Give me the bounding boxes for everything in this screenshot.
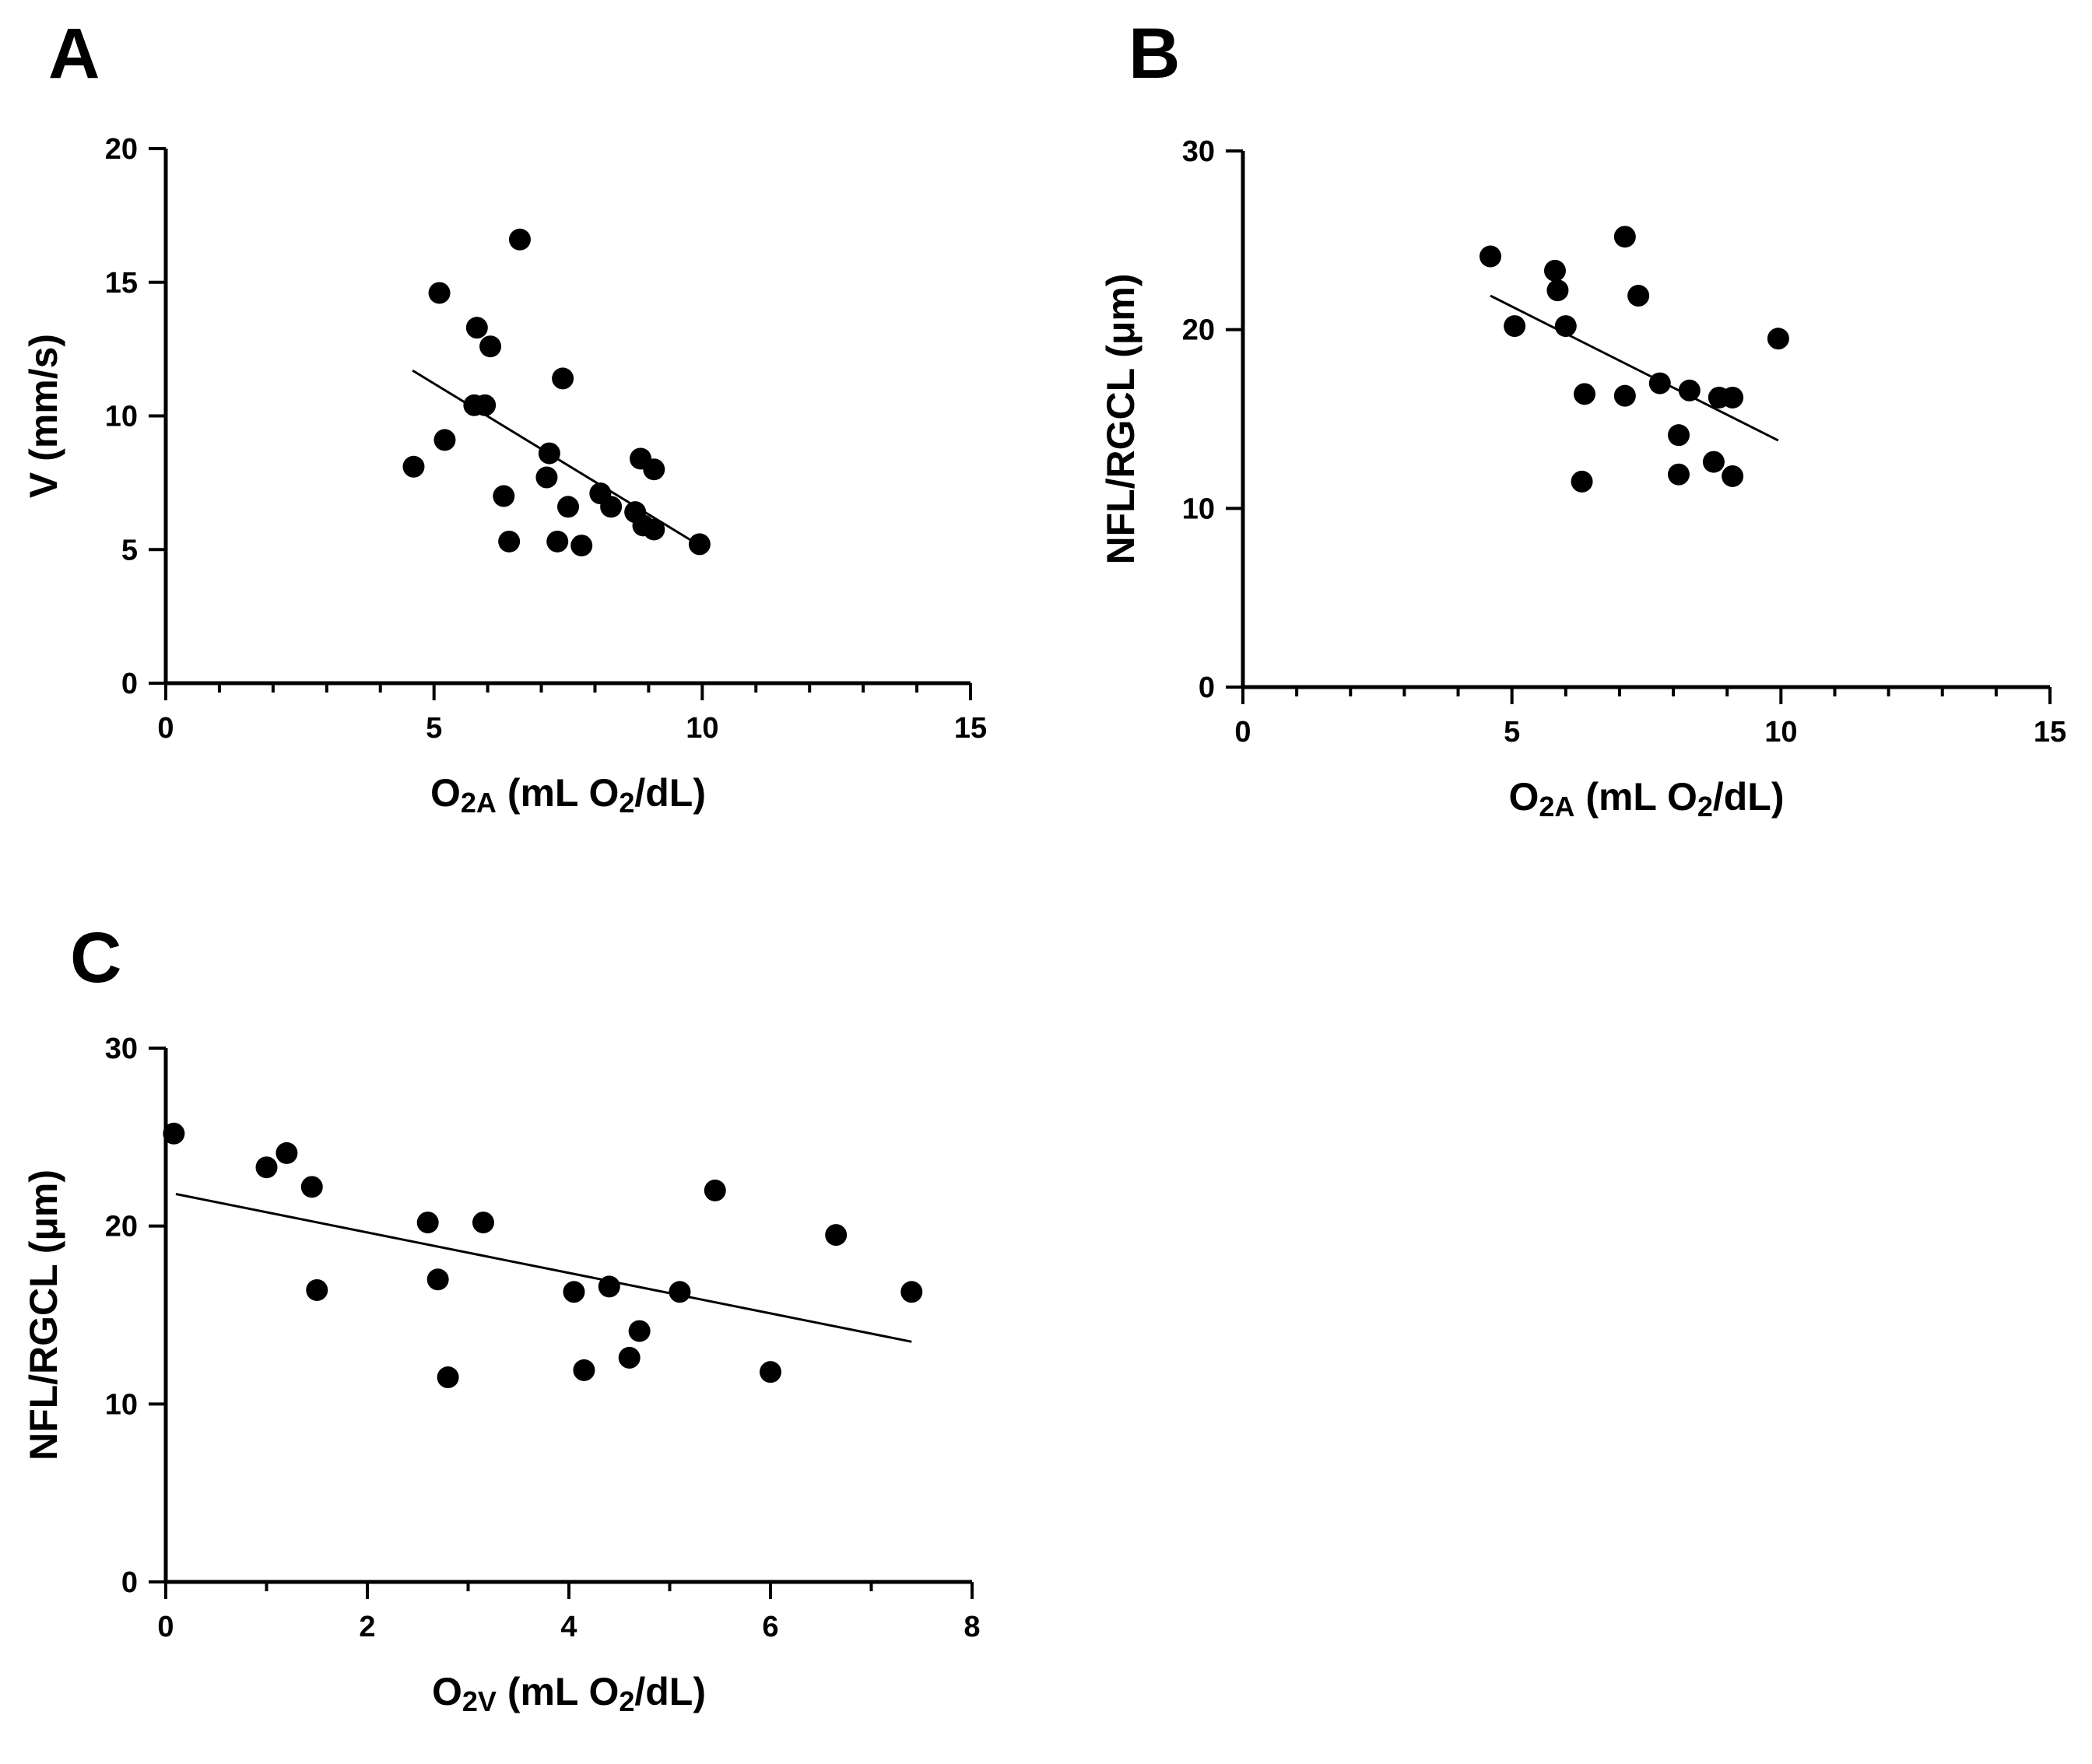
panel-a-y-tick-label: 10	[105, 401, 138, 433]
panel-b-data-point	[1613, 226, 1636, 248]
panel-a-data-point	[402, 455, 425, 478]
panel-b-y-tick-label: 30	[1182, 135, 1215, 168]
panel-a-data-point	[508, 228, 531, 251]
panel-b-regression-line	[1490, 294, 1779, 442]
panel-a-x-tick-label: 15	[954, 712, 987, 745]
panel-b-x-tick-label: 15	[2034, 716, 2066, 749]
panel-b-data-point	[1573, 383, 1595, 405]
panel-c-data-point	[255, 1156, 278, 1179]
panel-a-data-point	[643, 518, 665, 541]
panel-b-data-point	[1554, 315, 1577, 338]
panel-a-data-point	[538, 442, 560, 465]
panel-c-data-point	[300, 1176, 323, 1198]
panel-b-letter: B	[1128, 14, 1180, 93]
panel-c-data-point	[628, 1320, 651, 1342]
panel-b-data-point	[1678, 379, 1701, 402]
panel-b-x-tick-label: 5	[1504, 716, 1520, 749]
panel-b-data-point	[1722, 465, 1744, 487]
panel-c-data-point	[900, 1281, 923, 1303]
panel-c-data-point	[472, 1212, 494, 1234]
panel-b: B 0 10 20 30 0 5 10 15 O2A (mL O2/dL) NFL/RGCL (μm…	[1099, 14, 2066, 822]
panel-a-x-tick-label: 5	[426, 712, 442, 745]
panel-b-x-tick-label: 10	[1764, 716, 1797, 749]
panel-b-x-tick-label: 0	[1234, 716, 1251, 749]
panel-c-letter: C	[70, 918, 121, 998]
panel-c-data-point	[825, 1224, 848, 1247]
panel-a-data-point	[552, 367, 574, 390]
panel-a-data-point	[428, 282, 451, 304]
panel-b-data-point	[1667, 463, 1690, 486]
panel-b-data-point	[1543, 259, 1566, 282]
panel-c-data-point	[573, 1359, 595, 1381]
panel-b-data-point	[1479, 245, 1502, 268]
panel-c-y-tick-label: 10	[105, 1388, 138, 1421]
panel-b-data-point	[1627, 285, 1650, 307]
panel-a-data-point	[474, 394, 497, 416]
panel-a-data-point	[535, 466, 558, 489]
panel-c-data-point	[426, 1268, 449, 1291]
panel-c-x-tick-label: 6	[762, 1611, 778, 1643]
panel-c-y-tick-label: 20	[105, 1211, 138, 1243]
panel-a-data-point	[688, 533, 711, 556]
panel-a-data-point	[465, 317, 488, 339]
panel-a-data-point	[600, 496, 623, 518]
panel-c-data-point	[598, 1275, 620, 1298]
panel-a-letter: A	[48, 14, 100, 93]
panel-a-data-point	[498, 530, 521, 552]
panel-a-x-axis-title: O2A (mL O2/dL)	[430, 771, 706, 819]
panel-c-x-tick-label: 0	[157, 1611, 174, 1643]
panel-c: C 0 10 20 30 0 2 4 6 8 O2V (mL O2/dL) NFL/RGCL (μm)	[22, 918, 981, 1717]
panel-c-x-tick-label: 8	[964, 1611, 980, 1643]
panel-a-data-point	[643, 458, 665, 481]
panel-c-data-point	[618, 1346, 641, 1369]
panel-b-y-axis-title: NFL/RGCL (μm)	[1099, 273, 1143, 564]
panel-b-y-tick-label: 20	[1182, 314, 1215, 347]
panel-c-data-point	[704, 1179, 726, 1201]
panel-c-x-axis-title: O2V (mL O2/dL)	[432, 1670, 706, 1717]
panel-c-x-tick-label: 4	[560, 1611, 577, 1643]
panel-b-y-tick-label: 10	[1182, 493, 1215, 525]
panel-a-y-tick-label: 20	[105, 133, 138, 166]
panel-b-y-tick-label: 0	[1199, 672, 1215, 704]
panel-b-data-point	[1648, 372, 1671, 395]
panel-a-y-tick-label: 5	[121, 534, 138, 566]
panel-b-data-point	[1702, 451, 1725, 473]
panel-a-data-point	[493, 485, 515, 507]
panel-b-data-point	[1504, 315, 1526, 338]
panel-c-y-tick-label: 30	[105, 1033, 138, 1065]
panel-a-y-axis-title: V (mm/s)	[22, 334, 65, 498]
panel-c-data-point	[276, 1142, 298, 1164]
panel-c-data-point	[760, 1361, 781, 1383]
panel-a: A 0 5 10 15 20 0 5 10 15 O2A (mL O2/dL) V (mm/s)	[22, 14, 987, 819]
panel-a-data-point	[557, 496, 579, 518]
panel-b-data-point	[1667, 424, 1690, 447]
panel-b-data-point	[1613, 384, 1636, 407]
panel-c-data-point	[563, 1281, 585, 1303]
panel-c-data-point	[163, 1122, 185, 1145]
panel-b-x-axis-title: O2A (mL O2/dL)	[1508, 775, 1784, 822]
panel-c-data-point	[416, 1212, 439, 1234]
panel-b-data-point	[1722, 386, 1744, 409]
panel-a-data-point	[570, 535, 593, 557]
panel-b-data-point	[1571, 470, 1593, 493]
panel-a-x-tick-label: 10	[686, 712, 718, 745]
panel-a-y-tick-label: 0	[121, 668, 138, 700]
panel-c-y-axis-title: NFL/RGCL (μm)	[22, 1170, 65, 1461]
panel-a-x-tick-label: 0	[157, 712, 174, 745]
panel-c-data-point	[669, 1281, 691, 1303]
panel-a-y-tick-label: 15	[105, 267, 138, 300]
panel-b-data-point	[1546, 279, 1569, 302]
panel-c-data-point	[437, 1366, 459, 1389]
panel-c-regression-line	[175, 1193, 912, 1343]
panel-a-data-point	[546, 530, 569, 552]
panel-a-data-point	[479, 335, 502, 358]
panel-b-data-point	[1767, 328, 1789, 350]
panel-c-data-point	[306, 1278, 328, 1301]
panel-c-y-tick-label: 0	[121, 1566, 138, 1599]
panel-c-x-tick-label: 2	[359, 1611, 375, 1643]
panel-a-data-point	[433, 429, 456, 451]
